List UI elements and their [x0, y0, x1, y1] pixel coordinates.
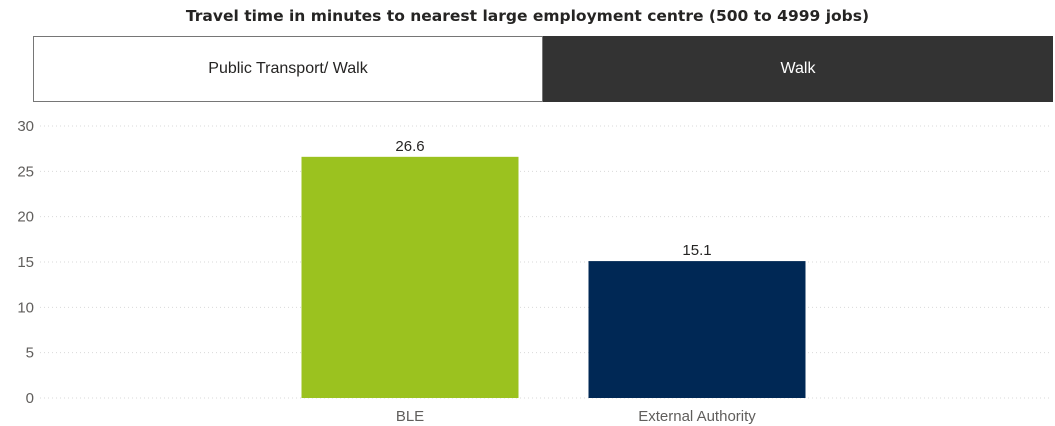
y-tick-label: 10: [17, 299, 34, 316]
y-tick-label: 15: [17, 254, 34, 271]
y-tick-label: 20: [17, 209, 34, 226]
y-tick-label: 30: [17, 118, 34, 135]
bar-external-authority: [588, 261, 806, 398]
y-tick-label: 0: [26, 390, 34, 407]
chart-title: Travel time in minutes to nearest large …: [185, 7, 870, 25]
data-label: 26.6: [395, 138, 424, 155]
data-label: 15.1: [682, 242, 711, 259]
mode-slicer: Public Transport/ Walk Walk: [33, 36, 1053, 102]
bar-ble: [301, 156, 519, 398]
x-tick-label: External Authority: [638, 408, 756, 425]
x-tick-label: BLE: [396, 408, 424, 425]
y-tick-label: 5: [26, 345, 34, 362]
bar-chart: 0 5 10 15 20 25 30 26.6 BLE 15.1 External Authorit…: [17, 118, 1050, 425]
y-tick-label: 25: [17, 163, 34, 180]
slicer-option-walk[interactable]: Walk: [543, 36, 1053, 102]
slicer-option-public-transport-walk[interactable]: Public Transport/ Walk: [33, 36, 543, 102]
